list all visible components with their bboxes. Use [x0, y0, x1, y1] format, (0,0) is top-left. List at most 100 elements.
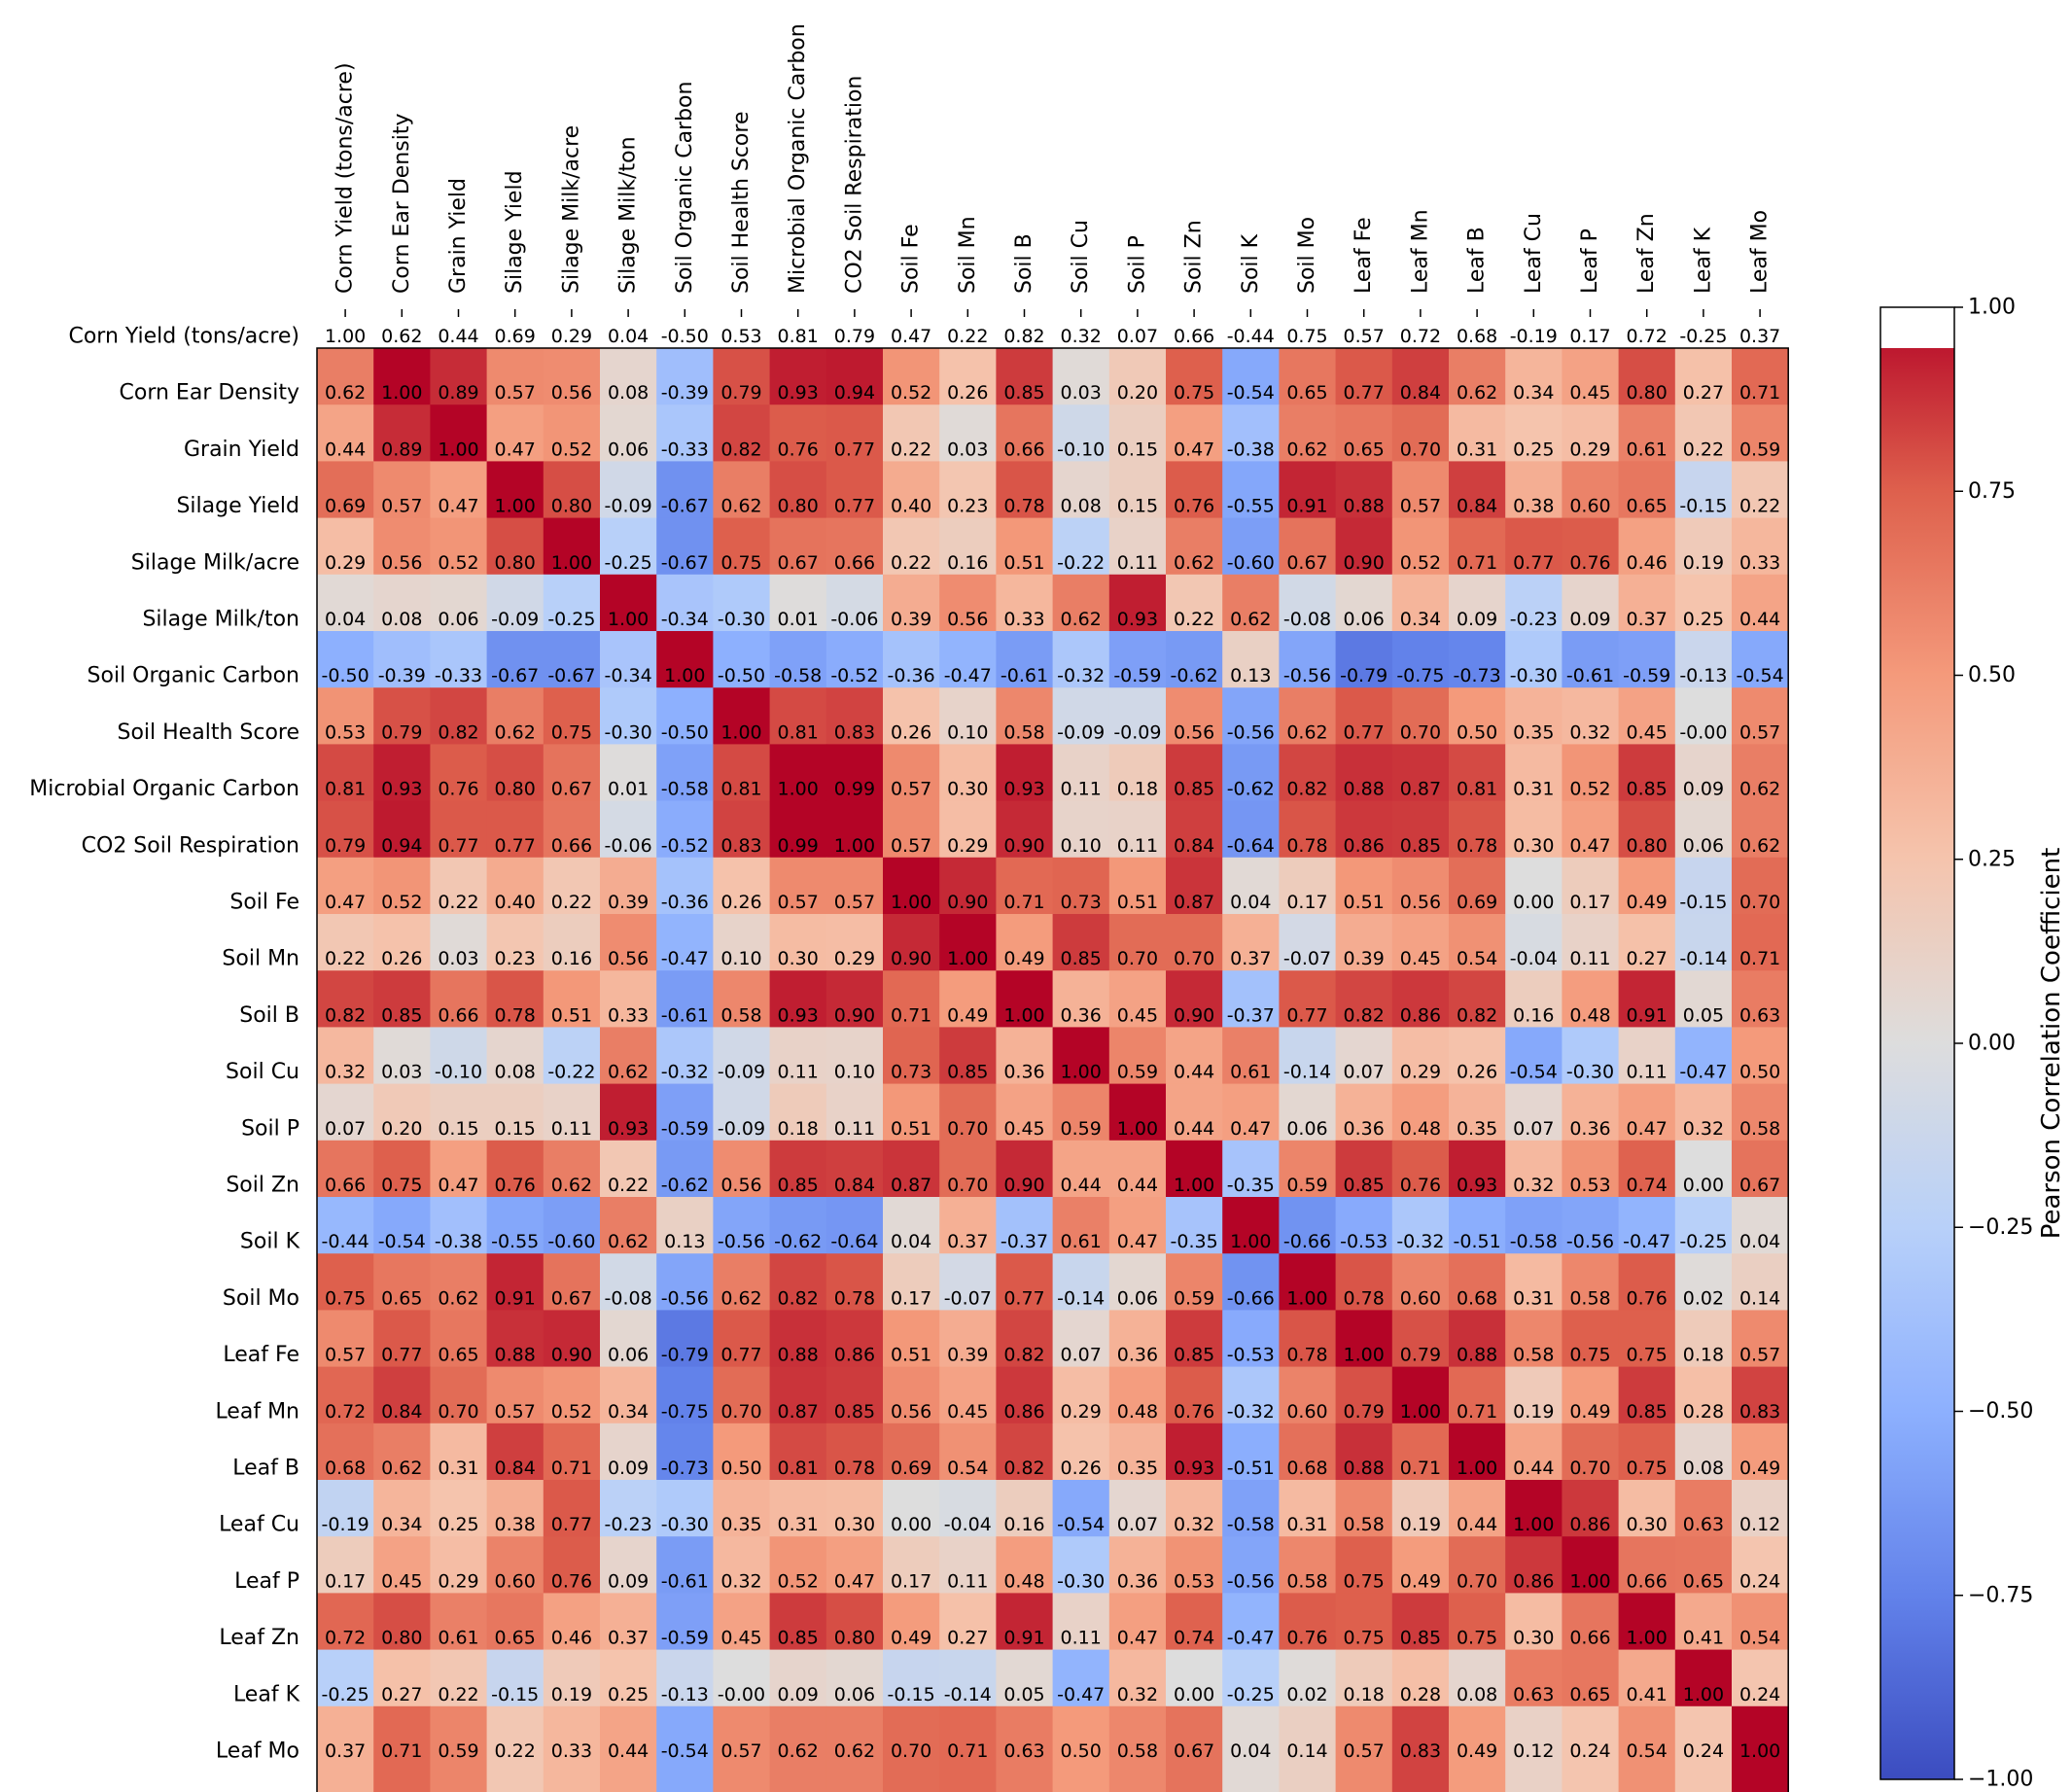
cell-value-leaf-p-leaf-p: 1.00 [1569, 1570, 1610, 1592]
cell-value-silage-yield-leaf-mn: 0.57 [1400, 496, 1441, 517]
cell-value-microbial-organic-carbon-silage-milk-acre: 0.67 [551, 779, 592, 800]
cell-value-soil-health-score-soil-b: 0.58 [1003, 721, 1044, 743]
cell-value-corn-ear-density-co2-soil-respiration: 0.94 [834, 382, 875, 404]
heatmap-cell-soil-fe-soil-k [1222, 914, 1280, 971]
heatmap-cell-silage-milk-ton-silage-yield [486, 631, 544, 688]
heatmap-cell-soil-zn-soil-organic-carbon [656, 1197, 714, 1254]
cell-value-leaf-mn-grain-yield: 0.70 [438, 1401, 478, 1423]
heatmap-cell-microbial-organic-carbon-leaf-fe [1335, 800, 1393, 859]
heatmap-cell-soil-b-leaf-fe [1335, 1027, 1393, 1085]
cell-value-corn-yield-tons-acre-leaf-zn: 0.72 [1627, 326, 1668, 347]
cell-value-soil-cu-corn-ear-density: 0.03 [381, 1062, 422, 1083]
cell-value-microbial-organic-carbon-leaf-p: 0.52 [1569, 779, 1610, 800]
heatmap-cell-soil-fe-leaf-zn [1618, 914, 1676, 971]
cell-value-soil-mo-soil-k: -0.66 [1227, 1287, 1275, 1309]
cell-value-leaf-fe-soil-health-score: 0.77 [720, 1345, 761, 1366]
heatmap-cell-soil-cu-leaf-cu [1505, 1083, 1563, 1142]
cell-value-soil-health-score-leaf-cu: 0.35 [1513, 721, 1554, 743]
row-label-soil-p: Soil P [241, 1116, 299, 1141]
heatmap-cell-corn-yield-tons-acre-leaf-p [1562, 348, 1620, 405]
heatmap-cell-leaf-fe-soil-k [1222, 1366, 1280, 1424]
cell-value-soil-p-microbial-organic-carbon: 0.18 [778, 1118, 819, 1140]
heatmap-cell-leaf-cu-leaf-fe [1335, 1536, 1393, 1594]
cell-value-soil-p-corn-ear-density: 0.20 [381, 1118, 422, 1140]
colorbar-tick-label: 1.00 [1968, 296, 2016, 320]
cell-value-microbial-organic-carbon-silage-milk-ton: 0.01 [608, 779, 649, 800]
heatmap-cell-soil-b-silage-milk-acre [543, 1027, 601, 1085]
heatmap-cell-leaf-fe-microbial-organic-carbon [769, 1366, 827, 1424]
cell-value-corn-ear-density-soil-b: 0.85 [1003, 382, 1044, 404]
cell-value-soil-mo-corn-yield-tons-acre: 0.75 [325, 1287, 366, 1309]
cell-value-leaf-cu-soil-mo: 0.31 [1286, 1514, 1327, 1535]
heatmap-cell-silage-milk-ton-grain-yield [430, 631, 488, 688]
cell-value-leaf-b-soil-mo: 0.68 [1286, 1458, 1327, 1479]
heatmap-cell-soil-cu-leaf-zn [1618, 1083, 1676, 1142]
heatmap-cell-soil-fe-leaf-mn [1391, 914, 1450, 971]
cell-value-corn-yield-tons-acre-soil-fe: 0.47 [891, 326, 931, 347]
cell-value-soil-organic-carbon-soil-zn: -0.62 [1171, 665, 1218, 686]
heatmap-cell-soil-organic-carbon-microbial-organic-carbon [769, 687, 827, 745]
cell-value-silage-milk-ton-grain-yield: 0.06 [438, 609, 478, 630]
row-label-soil-k: Soil K [240, 1230, 300, 1254]
heatmap-cell-corn-ear-density-soil-zn [1166, 404, 1223, 462]
cell-value-soil-zn-leaf-mo: 0.67 [1739, 1175, 1780, 1196]
heatmap-cell-soil-fe-soil-organic-carbon [656, 914, 714, 971]
cell-value-leaf-mo-soil-cu: 0.50 [1061, 1740, 1102, 1762]
cell-value-corn-yield-tons-acre-silage-milk-ton: 0.04 [608, 326, 649, 347]
heatmap-cell-silage-milk-acre-soil-fe [883, 574, 940, 632]
heatmap-cell-soil-cu-soil-zn [1166, 1083, 1223, 1142]
row-label-soil-zn: Soil Zn [226, 1174, 299, 1198]
column-label-silage-milk-ton: Silage Milk/ton [616, 136, 641, 294]
cell-value-leaf-mo-soil-zn: 0.67 [1174, 1740, 1214, 1762]
heatmap-cell-soil-health-score-corn-ear-density [373, 744, 431, 802]
cell-value-soil-p-soil-organic-carbon: -0.59 [661, 1118, 709, 1140]
heatmap-cell-leaf-p-leaf-zn [1618, 1593, 1676, 1651]
heatmap-cell-leaf-p-soil-b [996, 1593, 1054, 1651]
cell-value-corn-ear-density-leaf-fe: 0.77 [1344, 382, 1385, 404]
cell-value-leaf-cu-corn-yield-tons-acre: -0.19 [322, 1514, 369, 1535]
cell-value-leaf-mn-silage-milk-acre: 0.52 [551, 1401, 592, 1423]
heatmap-cell-leaf-mn-corn-ear-density [373, 1423, 431, 1481]
heatmap-cell-soil-mn-leaf-p [1562, 970, 1620, 1028]
cell-value-soil-mo-soil-fe: 0.17 [891, 1287, 931, 1309]
cell-value-leaf-k-leaf-fe: 0.18 [1344, 1684, 1385, 1705]
heatmap-cell-silage-yield-leaf-mo [1732, 517, 1789, 576]
column-label-soil-cu: Soil Cu [1069, 220, 1093, 294]
cell-value-leaf-cu-soil-mn: -0.04 [944, 1514, 992, 1535]
cell-value-grain-yield-leaf-fe: 0.65 [1344, 439, 1385, 460]
cell-value-soil-organic-carbon-leaf-b: -0.73 [1454, 665, 1501, 686]
row-label-soil-cu: Soil Cu [226, 1060, 299, 1084]
heatmap-cell-soil-zn-soil-fe [883, 1197, 940, 1254]
cell-value-grain-yield-soil-mn: 0.03 [947, 439, 988, 460]
cell-value-leaf-fe-leaf-fe: 1.00 [1344, 1345, 1385, 1366]
cell-value-leaf-mn-leaf-p: 0.49 [1569, 1401, 1610, 1423]
cell-value-silage-milk-ton-soil-cu: 0.62 [1061, 609, 1102, 630]
cell-value-leaf-fe-microbial-organic-carbon: 0.88 [778, 1345, 819, 1366]
cell-value-soil-mn-soil-fe: 0.90 [891, 948, 931, 969]
cell-value-leaf-fe-leaf-mn: 0.79 [1400, 1345, 1441, 1366]
cell-value-leaf-cu-silage-yield: 0.38 [495, 1514, 536, 1535]
heatmap-cell-soil-organic-carbon-leaf-mn [1391, 687, 1450, 745]
cell-value-soil-health-score-soil-p: -0.09 [1113, 721, 1161, 743]
heatmap-cell-silage-yield-leaf-k [1674, 517, 1733, 576]
cell-value-soil-health-score-silage-milk-acre: 0.75 [551, 721, 592, 743]
heatmap-cell-leaf-p-soil-fe [883, 1593, 940, 1651]
cell-value-corn-yield-tons-acre-soil-k: -0.44 [1227, 326, 1275, 347]
cell-value-co2-soil-respiration-soil-organic-carbon: -0.52 [661, 835, 709, 857]
heatmap-cell-corn-yield-tons-acre-corn-yield-tons-acre [317, 348, 374, 405]
heatmap-cell-silage-milk-ton-leaf-cu [1505, 631, 1563, 688]
cell-value-silage-milk-ton-silage-yield: -0.09 [491, 609, 539, 630]
cell-value-leaf-fe-soil-cu: 0.07 [1061, 1345, 1102, 1366]
cell-value-microbial-organic-carbon-soil-cu: 0.11 [1061, 779, 1102, 800]
heatmap-cell-co2-soil-respiration-soil-fe [883, 857, 940, 915]
cell-value-silage-milk-ton-silage-milk-acre: -0.25 [547, 609, 595, 630]
cell-value-soil-p-soil-cu: 0.59 [1061, 1118, 1102, 1140]
cell-value-leaf-b-soil-zn: 0.93 [1174, 1458, 1214, 1479]
cell-value-leaf-fe-soil-mn: 0.39 [947, 1345, 988, 1366]
cell-value-soil-organic-carbon-corn-yield-tons-acre: -0.50 [322, 665, 369, 686]
cell-value-leaf-mo-soil-fe: 0.70 [891, 1740, 931, 1762]
cell-value-corn-ear-density-soil-mn: 0.26 [947, 382, 988, 404]
cell-value-co2-soil-respiration-corn-yield-tons-acre: 0.79 [325, 835, 366, 857]
heatmap-cell-leaf-cu-microbial-organic-carbon [769, 1536, 827, 1594]
row-label-leaf-b: Leaf B [232, 1457, 299, 1481]
